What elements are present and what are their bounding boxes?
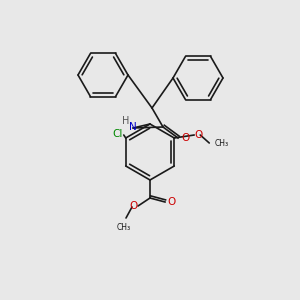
Text: O: O xyxy=(181,133,189,143)
Text: O: O xyxy=(168,197,176,207)
Text: N: N xyxy=(129,122,137,132)
Text: O: O xyxy=(130,201,138,211)
Text: H: H xyxy=(122,116,130,126)
Text: O: O xyxy=(194,130,202,140)
Text: Cl: Cl xyxy=(112,129,123,139)
Text: CH₃: CH₃ xyxy=(214,140,228,148)
Text: CH₃: CH₃ xyxy=(117,223,131,232)
